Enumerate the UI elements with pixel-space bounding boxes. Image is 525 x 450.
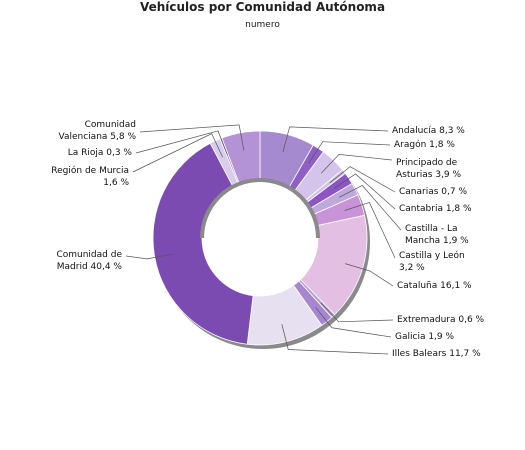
leader-line	[132, 133, 223, 173]
slice-label: Andalucía 8,3 %	[392, 125, 465, 137]
chart-subtitle: numero	[245, 20, 280, 30]
leader-line	[139, 124, 245, 151]
slice-label: Principado de Asturias 3,9 %	[396, 157, 461, 181]
slice-label: Cantabria 1,8 %	[399, 203, 472, 215]
leader-line	[329, 166, 396, 193]
slice-label-line: Aragón 1,8 %	[394, 140, 455, 150]
slice-label: Aragón 1,8 %	[394, 139, 455, 151]
slice-label: Cataluña 16,1 %	[397, 280, 472, 292]
leader-line	[125, 253, 173, 260]
slice-label-line: Galicia 1,9 %	[395, 332, 455, 342]
slice-label-line: Madrid 40,4 %	[56, 262, 122, 272]
slice-label-line: Región de Murcia	[51, 166, 129, 176]
hole-shade	[200, 178, 320, 239]
slice-label: Castilla - La Mancha 1,9 %	[405, 223, 469, 247]
slice-label-line: 3,2 %	[399, 263, 425, 273]
leader-line	[320, 154, 393, 174]
slice-label-line: Comunidad de	[56, 250, 122, 260]
slice-label-line: Castilla - La	[405, 224, 458, 234]
leader-line	[281, 324, 389, 355]
slice-label-line: La Rioja 0,3 %	[67, 148, 132, 158]
slice-label-line: Valenciana 5,8 %	[58, 132, 136, 142]
slice-label-line: Asturias 3,9 %	[396, 170, 462, 180]
leader-line	[135, 130, 228, 156]
leader-line	[308, 141, 391, 164]
slice-label: La Rioja 0,3 %	[68, 147, 132, 159]
slice-label-line: Extremadura 0,6 %	[397, 315, 485, 325]
leader-line	[345, 263, 394, 287]
leader-line	[339, 185, 402, 231]
slice-label: Extremadura 0,6 %	[397, 314, 484, 326]
chart-title: Vehículos por Comunidad Autónoma	[139, 0, 386, 14]
slice-label-line: Castilla y León	[399, 251, 465, 261]
donut-hole	[202, 180, 318, 296]
slice-label: Comunidad Valenciana 5,8 %	[59, 119, 136, 143]
slice-label-line: 1,6 %	[103, 178, 129, 188]
slice-label-line: Andalucía 8,3 %	[392, 126, 465, 136]
slice-label-line: Illes Balears 11,7 %	[392, 349, 481, 359]
slice-label-line: Cantabria 1,8 %	[399, 204, 472, 214]
slice-label-line: Principado de	[396, 158, 458, 168]
slice-label: Galicia 1,9 %	[395, 331, 454, 343]
slice-label-line: Mancha 1,9 %	[405, 236, 469, 246]
slice-label: Castilla y León 3,2 %	[399, 250, 465, 274]
leader-line	[333, 173, 396, 210]
leader-line	[282, 126, 389, 153]
leader-line	[320, 302, 394, 323]
slice-label: Comunidad de Madrid 40,4 %	[56, 249, 122, 273]
slice-label: Región de Murcia 1,6 %	[51, 165, 129, 189]
leader-line	[344, 202, 396, 259]
slice-label: Illes Balears 11,7 %	[392, 348, 481, 360]
slice-label: Canarias 0,7 %	[399, 186, 467, 198]
slice-label-line: Cataluña 16,1 %	[397, 281, 472, 291]
slice-label-line: Canarias 0,7 %	[399, 187, 468, 197]
slice-label-line: Comunidad	[84, 120, 136, 130]
leader-line	[315, 307, 392, 338]
